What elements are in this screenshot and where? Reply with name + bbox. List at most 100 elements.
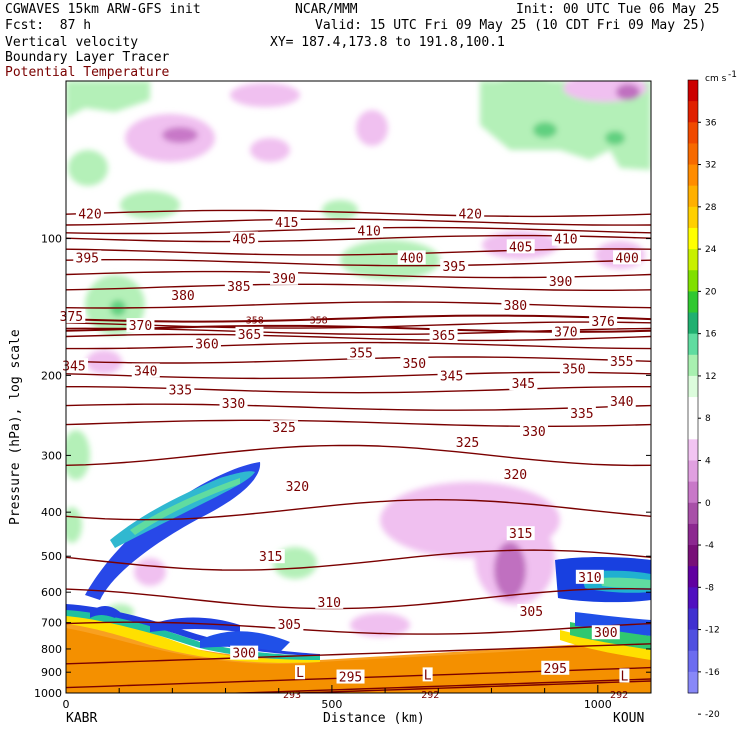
theta-label-420: 420 [458, 207, 481, 222]
y-tick-label: 200 [41, 369, 62, 382]
theta-line-385 [66, 283, 651, 291]
theta-line-345 [66, 371, 651, 380]
theta-label-bg [230, 231, 259, 246]
theta-label-bg [591, 625, 620, 640]
theta-label-325: 325 [456, 436, 479, 451]
theta-label-320: 320 [504, 468, 527, 483]
theta-label-380: 380 [504, 299, 527, 314]
theta-label-400: 400 [615, 251, 638, 266]
colorbar-swatch [688, 418, 698, 440]
theta-label-405: 405 [509, 240, 532, 255]
theta-label-395: 395 [76, 251, 99, 266]
theta-label-bg [501, 297, 530, 312]
theta-label-380: 380 [171, 289, 194, 304]
colorbar-label: 28 [705, 203, 717, 213]
theta-contour-lines [66, 209, 651, 693]
theta-label-bg [607, 354, 636, 369]
y-axis-label: Pressure (hPa), log scale [8, 329, 23, 525]
y-tick-label: 900 [41, 666, 62, 679]
theta-label-bg [336, 669, 365, 684]
y-tick-label: 600 [41, 586, 62, 599]
theta-label-bg [270, 270, 299, 285]
colorbar-swatch [688, 523, 698, 546]
colorbar-swatch [688, 80, 698, 102]
theta-label-bg [429, 328, 458, 343]
colorbar-label: -12 [705, 626, 720, 636]
theta-label-390: 390 [549, 275, 572, 290]
theta-label-293: 293 [283, 690, 301, 701]
theta-label-bg [575, 569, 604, 584]
colorbar-swatch [688, 101, 698, 123]
theta-line-305 [66, 621, 651, 635]
theta-line-340 [66, 386, 651, 394]
theta-label-310: 310 [578, 571, 601, 586]
theta-label-350: 350 [403, 357, 426, 372]
colorbar-swatch [688, 460, 698, 483]
colorbar-swatch [688, 671, 698, 694]
theta-label-bg [567, 405, 596, 420]
y-tick-label: 100 [41, 233, 62, 246]
theta-label-bg [270, 420, 299, 435]
colorbar-swatch [688, 122, 698, 144]
theta-label-bg [437, 368, 466, 383]
colorbar-swatch [688, 481, 698, 504]
theta-label-bg [219, 395, 248, 410]
colorbar-swatch [688, 164, 698, 187]
theta-label-300: 300 [594, 626, 617, 641]
theta-line-320 [66, 498, 651, 521]
colorbar-frame [687, 79, 699, 694]
theta-label-bg [355, 223, 384, 238]
theta-label-370: 370 [129, 319, 152, 334]
colorbar-label: 20 [705, 287, 717, 297]
theta-label-345: 345 [62, 359, 85, 374]
theta-label-bg [224, 278, 253, 293]
colorbar-unit-exp: -1 [728, 70, 737, 80]
colorbar-label: 4 [705, 456, 711, 466]
theta-label-bg [456, 206, 485, 221]
theta-line-400 [66, 248, 651, 256]
theta-label-bg [400, 356, 429, 371]
theta-label-bg [607, 394, 636, 409]
theta-label-bg [613, 250, 642, 265]
theta-label-350: 350 [562, 362, 585, 377]
init-time: Init: 00 UTC Tue 06 May 25 [516, 2, 720, 17]
theta-line-380 [66, 301, 651, 309]
colorbar-swatch [688, 354, 698, 377]
theta-label-376: 376 [591, 315, 614, 330]
theta-line-355 [66, 341, 651, 350]
boundary-layer-tracer [66, 462, 651, 693]
theta-label-bg [506, 526, 535, 541]
colorbar-label: -20 [705, 710, 720, 720]
theta-contour-labels: 420 420 415 410 410 405 405 400 400 395 395 390 390 3… [57, 206, 642, 701]
station-right: KOUN [613, 711, 645, 726]
theta-label-375: 375 [60, 310, 83, 325]
theta-label-305: 305 [278, 618, 301, 633]
theta-label-420: 420 [78, 207, 101, 222]
theta-label-bg [453, 434, 482, 449]
theta-label-bg [551, 231, 580, 246]
theta-label-bg [619, 668, 630, 683]
theta-label-340: 340 [134, 364, 157, 379]
theta-label-bg [315, 594, 344, 609]
theta-label-bg [347, 345, 376, 360]
colorbar-swatch [688, 397, 698, 419]
theta-label-292: 292 [421, 690, 439, 701]
x-axis-ticks: 0 500 1000 [63, 685, 652, 711]
y-tick-label: 800 [41, 643, 62, 656]
theta-label-300: 300 [232, 647, 255, 662]
theta-label-bg [509, 376, 538, 391]
theta-label-292: 292 [610, 690, 628, 701]
y-tick-label: 700 [41, 617, 62, 630]
theta-label-bg [295, 665, 305, 680]
vertical-velocity-blobs [66, 81, 651, 637]
theta-label-bg [192, 336, 221, 351]
theta-label-bg [59, 358, 88, 373]
theta-label-358: 358 [310, 316, 328, 327]
station-left: KABR [66, 711, 98, 726]
colorbar-label: 32 [705, 161, 716, 171]
theta-label-345: 345 [440, 369, 463, 384]
colorbar: cm s -1 36 32 28 24 20 16 12 8 4 0 -4 -8 -12 -16 -20 [687, 70, 737, 720]
colorbar-swatch [688, 502, 698, 525]
theta-label-bg [169, 287, 197, 302]
theta-label-410: 410 [554, 233, 577, 248]
